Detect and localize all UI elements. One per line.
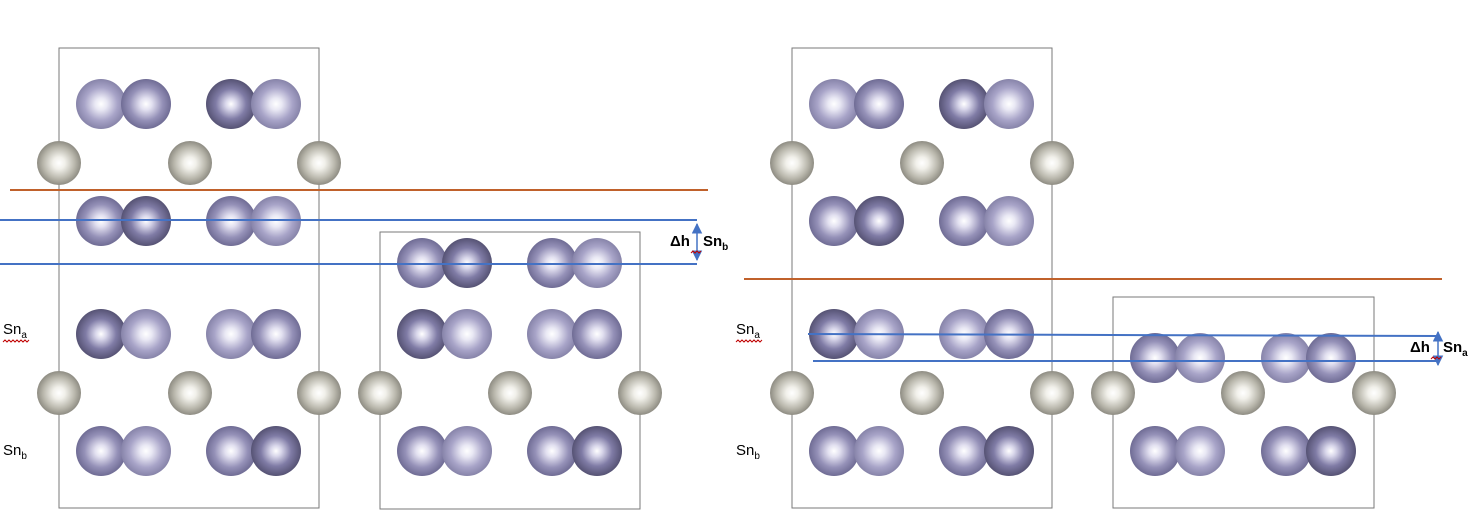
label-sn-a-right: Sna	[736, 321, 762, 342]
sn-atom	[1130, 333, 1180, 383]
sn-atom	[251, 79, 301, 129]
sn-atom	[121, 426, 171, 476]
o-atom	[168, 371, 212, 415]
svg-text:Sna: Sna	[3, 321, 27, 341]
sn-atom	[442, 426, 492, 476]
sn-atom	[1175, 426, 1225, 476]
o-atom	[297, 141, 341, 185]
o-atom	[1030, 141, 1074, 185]
sn-atom	[251, 426, 301, 476]
sn-atom	[984, 79, 1034, 129]
svg-text:Sna: Sna	[1443, 339, 1468, 359]
sn-atom	[76, 79, 126, 129]
sn-atom	[809, 79, 859, 129]
sn-atom	[121, 309, 171, 359]
sn-atom	[1306, 333, 1356, 383]
sn-atom	[1261, 333, 1311, 383]
o-atom	[1221, 371, 1265, 415]
sn-atom	[121, 79, 171, 129]
o-atom	[488, 371, 532, 415]
sn-atom	[206, 309, 256, 359]
o-atom	[168, 141, 212, 185]
sn-atom	[854, 196, 904, 246]
label-delta-h-sn-b: Δh Snb	[670, 233, 728, 253]
o-atom	[297, 371, 341, 415]
sn-atom	[854, 426, 904, 476]
sn-atom	[1130, 426, 1180, 476]
o-atom	[900, 141, 944, 185]
sn-atom	[984, 426, 1034, 476]
svg-text:Δh: Δh	[670, 233, 690, 250]
label-delta-h-sn-a: Δh Sna	[1410, 339, 1468, 359]
label-sn-b-left: Snb	[3, 442, 27, 462]
o-atom	[1030, 371, 1074, 415]
sn-atom	[809, 196, 859, 246]
sn-atom	[397, 309, 447, 359]
svg-text:Sna: Sna	[736, 321, 760, 341]
sn-atom	[1261, 426, 1311, 476]
sn-atom	[854, 79, 904, 129]
o-atom	[770, 141, 814, 185]
o-atom	[770, 371, 814, 415]
sn-atom	[527, 426, 577, 476]
sn-atom	[939, 426, 989, 476]
o-atom	[618, 371, 662, 415]
o-atom	[37, 141, 81, 185]
sn-atom	[572, 426, 622, 476]
label-sn-b-right: Snb	[736, 442, 760, 462]
o-atom	[1352, 371, 1396, 415]
svg-text:Snb: Snb	[736, 442, 760, 462]
sn-atom	[572, 309, 622, 359]
label-sn-a-left: Sna	[3, 321, 29, 342]
o-atom	[1091, 371, 1135, 415]
sn-atom	[206, 79, 256, 129]
sn-atom	[76, 309, 126, 359]
sn-atom	[984, 196, 1034, 246]
sn-atom	[76, 426, 126, 476]
svg-text:Snb: Snb	[703, 233, 728, 253]
sn-atom	[251, 309, 301, 359]
sn-atom	[939, 196, 989, 246]
sn-atom	[397, 426, 447, 476]
sn-atom	[442, 309, 492, 359]
sn-atom	[206, 426, 256, 476]
sn-atom	[527, 309, 577, 359]
atoms	[37, 79, 1396, 476]
sn-atom	[1306, 426, 1356, 476]
sn-atom	[1175, 333, 1225, 383]
o-atom	[358, 371, 402, 415]
svg-text:Snb: Snb	[3, 442, 27, 462]
sn-atom	[939, 79, 989, 129]
svg-text:Δh: Δh	[1410, 339, 1430, 356]
o-atom	[900, 371, 944, 415]
sn-atom	[809, 426, 859, 476]
o-atom	[37, 371, 81, 415]
